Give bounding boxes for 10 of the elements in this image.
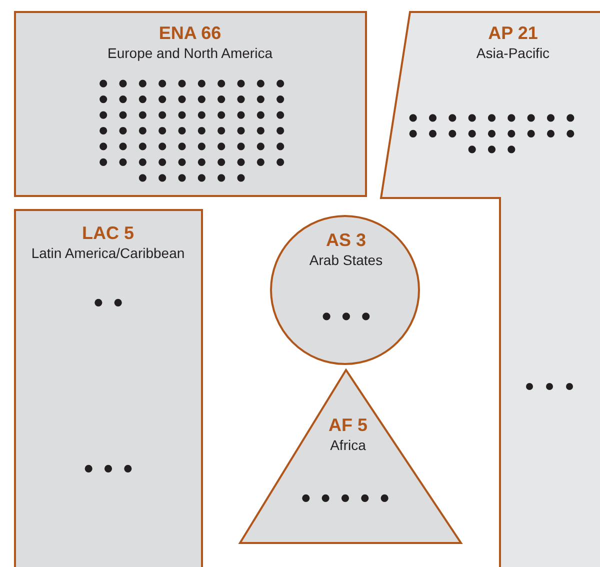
category-label: Africa bbox=[329, 436, 367, 454]
category-label: Latin America/Caribbean bbox=[30, 244, 186, 262]
data-label: ENA 66 bbox=[158, 22, 222, 44]
category-label: Europe and North America bbox=[106, 44, 274, 62]
data-label: AP 21 bbox=[487, 22, 539, 44]
data-label: LAC 5 bbox=[80, 222, 135, 244]
category-label: Asia-Pacific bbox=[475, 44, 551, 62]
data-label: AF 5 bbox=[327, 414, 368, 436]
data-label: AS 3 bbox=[324, 229, 368, 251]
category-label: Arab States bbox=[308, 251, 384, 269]
